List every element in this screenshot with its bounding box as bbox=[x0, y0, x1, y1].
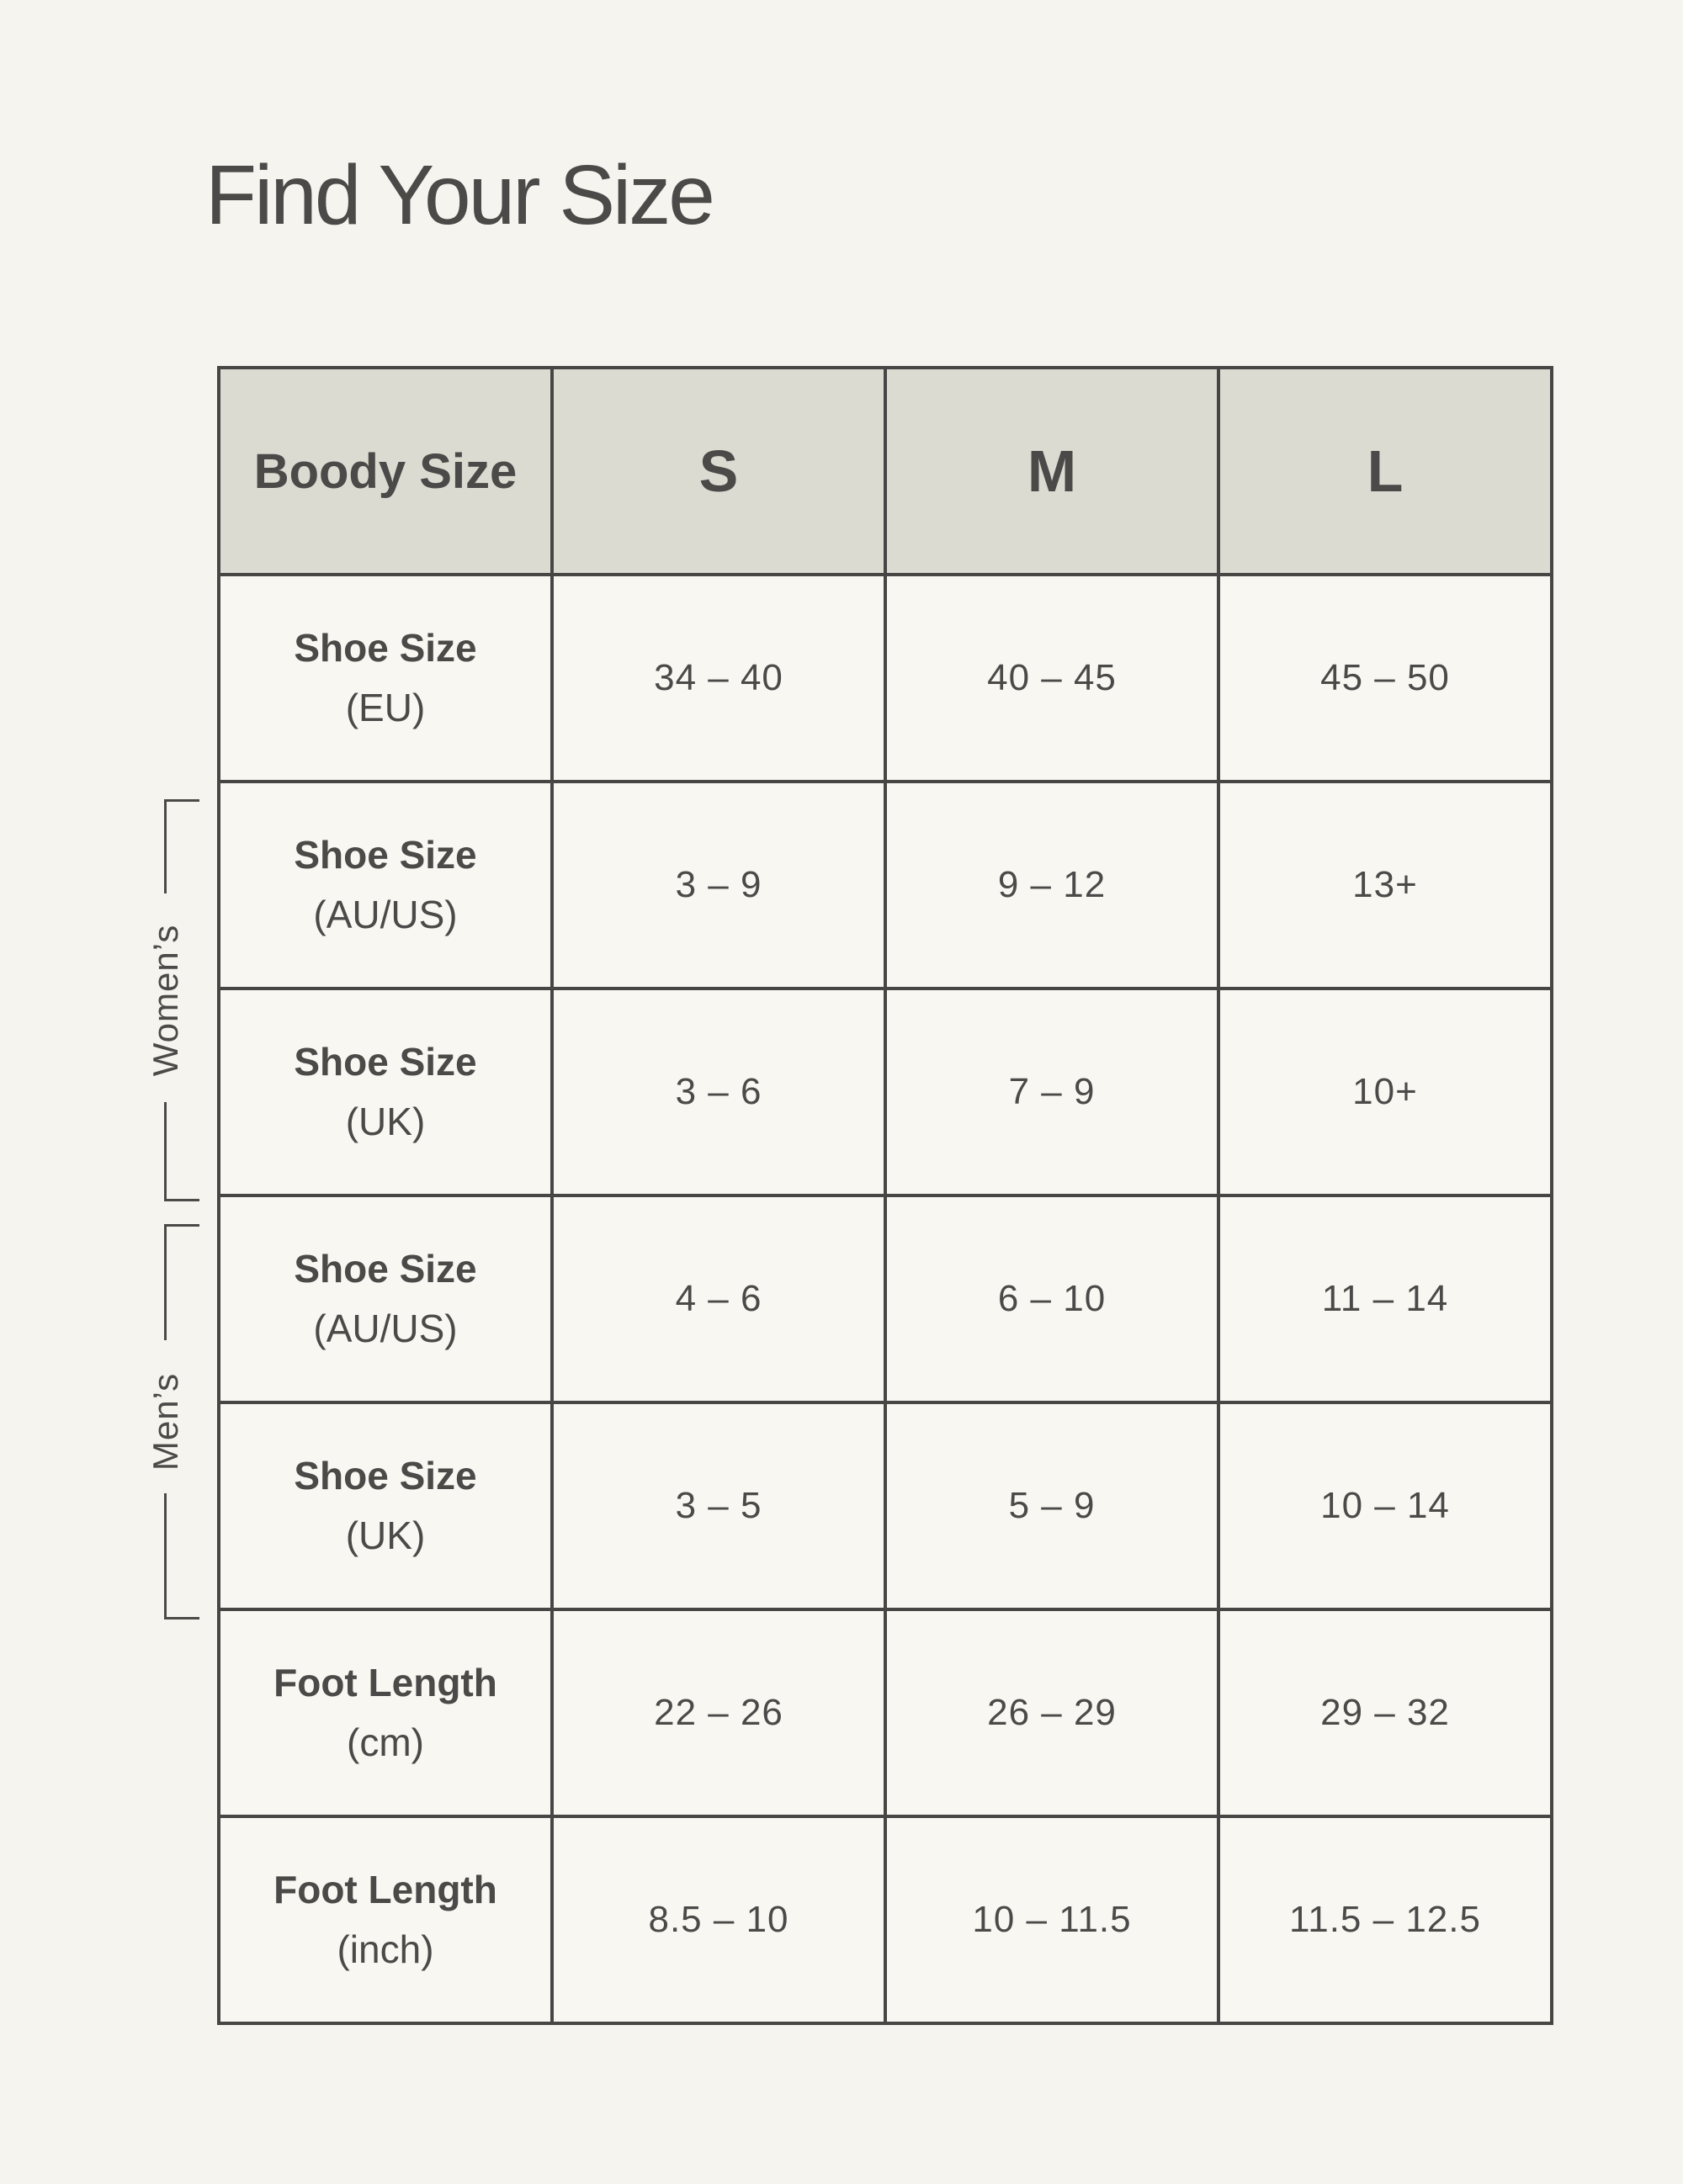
value-m: 9 – 12 bbox=[884, 780, 1220, 990]
table-row-foot-length-cm: Foot Length (cm) 22 – 26 26 – 29 29 – 32 bbox=[217, 1608, 1553, 1818]
table-row-shoe-size-eu: Shoe Size (EU) 34 – 40 40 – 45 45 – 50 bbox=[217, 573, 1553, 783]
value-m: 10 – 11.5 bbox=[884, 1815, 1220, 2025]
womens-bracket-line-bottom bbox=[164, 1102, 167, 1201]
table-row-foot-length-inch: Foot Length (inch) 8.5 – 10 10 – 11.5 11… bbox=[217, 1815, 1553, 2025]
header-size-l: L bbox=[1217, 366, 1553, 576]
table-row-mens-shoe-size-auus: Shoe Size (AU/US) 4 – 6 6 – 10 11 – 14 bbox=[217, 1194, 1553, 1404]
value-m: 7 – 9 bbox=[884, 987, 1220, 1197]
row-label: Shoe Size bbox=[294, 833, 477, 877]
row-unit: (cm) bbox=[347, 1720, 424, 1764]
mens-bracket-label: Men’s bbox=[145, 1372, 185, 1471]
size-table: Boody Size S M L Shoe Size (EU) 34 – 40 … bbox=[217, 366, 1553, 2025]
row-label-cell: Foot Length (cm) bbox=[217, 1608, 554, 1818]
row-label-cell: Shoe Size (AU/US) bbox=[217, 780, 554, 990]
row-unit: (EU) bbox=[345, 686, 426, 729]
value-l: 13+ bbox=[1217, 780, 1553, 990]
row-label: Shoe Size bbox=[294, 1040, 477, 1084]
table-row-womens-shoe-size-auus: Shoe Size (AU/US) 3 – 9 9 – 12 13+ bbox=[217, 780, 1553, 990]
mens-group-bracket: Men’s bbox=[146, 1224, 199, 1619]
row-label: Shoe Size bbox=[294, 1247, 477, 1291]
row-label: Shoe Size bbox=[294, 626, 477, 671]
table-row-mens-shoe-size-uk: Shoe Size (UK) 3 – 5 5 – 9 10 – 14 bbox=[217, 1401, 1553, 1611]
womens-group-bracket: Women’s bbox=[146, 799, 199, 1201]
value-s: 3 – 5 bbox=[550, 1401, 887, 1611]
row-unit: (inch) bbox=[337, 1927, 434, 1971]
value-l: 10 – 14 bbox=[1217, 1401, 1553, 1611]
value-l: 29 – 32 bbox=[1217, 1608, 1553, 1818]
page-title: Find Your Size bbox=[205, 148, 715, 242]
row-label-cell: Shoe Size (UK) bbox=[217, 1401, 554, 1611]
value-m: 40 – 45 bbox=[884, 573, 1220, 783]
mens-bracket-line-top bbox=[164, 1224, 167, 1340]
row-label-cell: Shoe Size (AU/US) bbox=[217, 1194, 554, 1404]
header-boody-size: Boody Size bbox=[217, 366, 554, 576]
row-label-cell: Shoe Size (EU) bbox=[217, 573, 554, 783]
value-s: 3 – 6 bbox=[550, 987, 887, 1197]
value-l: 10+ bbox=[1217, 987, 1553, 1197]
value-s: 4 – 6 bbox=[550, 1194, 887, 1404]
row-label-cell: Foot Length (inch) bbox=[217, 1815, 554, 2025]
value-m: 6 – 10 bbox=[884, 1194, 1220, 1404]
value-s: 8.5 – 10 bbox=[550, 1815, 887, 2025]
header-size-s: S bbox=[550, 366, 887, 576]
row-unit: (AU/US) bbox=[313, 1307, 458, 1350]
value-l: 45 – 50 bbox=[1217, 573, 1553, 783]
womens-bracket-label: Women’s bbox=[145, 924, 185, 1077]
value-s: 22 – 26 bbox=[550, 1608, 887, 1818]
womens-bracket-bottom-tick bbox=[164, 1199, 199, 1201]
row-unit: (AU/US) bbox=[313, 893, 458, 936]
row-label-cell: Shoe Size (UK) bbox=[217, 987, 554, 1197]
value-m: 26 – 29 bbox=[884, 1608, 1220, 1818]
mens-bracket-top-tick bbox=[164, 1224, 199, 1227]
row-unit: (UK) bbox=[345, 1513, 426, 1557]
value-l: 11.5 – 12.5 bbox=[1217, 1815, 1553, 2025]
row-label: Foot Length bbox=[273, 1868, 497, 1912]
size-table-header-row: Boody Size S M L bbox=[217, 366, 1553, 576]
row-unit: (UK) bbox=[345, 1100, 426, 1143]
womens-bracket-top-tick bbox=[164, 799, 199, 802]
row-label: Shoe Size bbox=[294, 1454, 477, 1498]
value-m: 5 – 9 bbox=[884, 1401, 1220, 1611]
value-s: 3 – 9 bbox=[550, 780, 887, 990]
mens-bracket-bottom-tick bbox=[164, 1617, 199, 1619]
womens-bracket-line-top bbox=[164, 799, 167, 893]
value-s: 34 – 40 bbox=[550, 573, 887, 783]
table-row-womens-shoe-size-uk: Shoe Size (UK) 3 – 6 7 – 9 10+ bbox=[217, 987, 1553, 1197]
value-l: 11 – 14 bbox=[1217, 1194, 1553, 1404]
header-size-m: M bbox=[884, 366, 1220, 576]
row-label: Foot Length bbox=[273, 1661, 497, 1705]
mens-bracket-line-bottom bbox=[164, 1493, 167, 1619]
